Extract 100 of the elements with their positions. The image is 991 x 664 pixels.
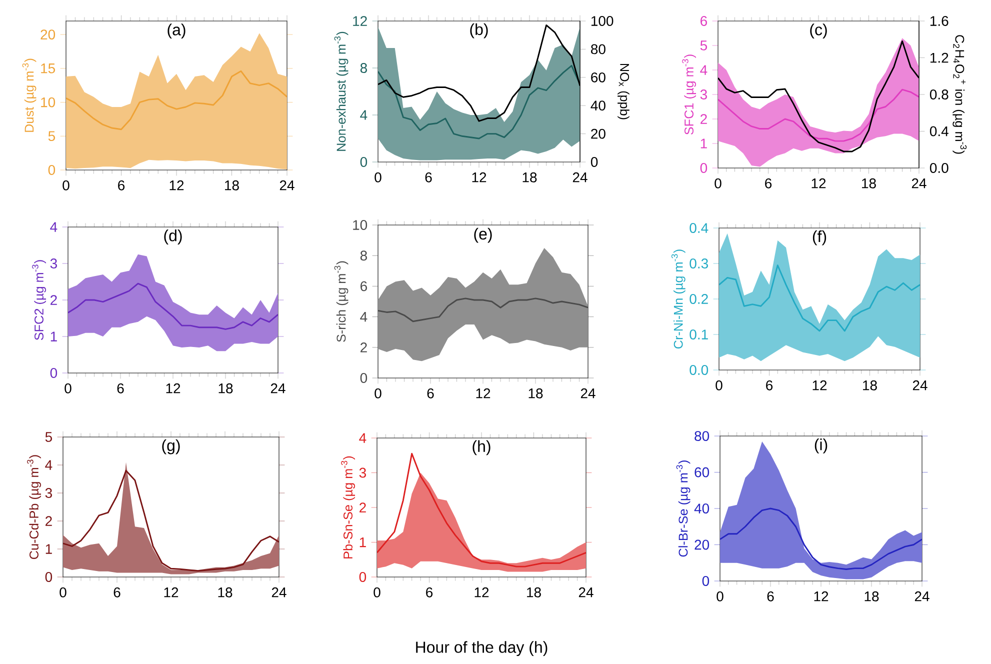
y-tick-label: 80 (694, 431, 710, 441)
line-series (719, 264, 920, 332)
y2-tick-label: 0 (590, 157, 598, 167)
x-tick-label: 18 (864, 591, 879, 602)
text: C$_{2}$H$_{4}$O$_{2}$$^{+}$ ion (µg m$^{-3}$) (952, 35, 967, 154)
y2-tick-label: 40 (590, 100, 606, 111)
x-tick-label: 24 (572, 172, 588, 182)
chart-title: (d) (164, 230, 182, 244)
y-axis-title: S-rich (µg m$^{-3}$) (334, 261, 348, 342)
x-tick-label: 0 (374, 587, 380, 598)
x-tick-label: 6 (427, 388, 434, 398)
x-tick-label: 6 (426, 587, 433, 598)
y-tick-label: 4 (360, 312, 368, 322)
y-axis-title: Pb-Sn-Se (µg m$^{-3}$) (341, 456, 356, 558)
y-tick-label: 5 (45, 432, 52, 442)
x-tick-label: 18 (863, 380, 877, 390)
y-tick-label: 0 (702, 576, 710, 586)
x-tick-label: 24 (580, 388, 596, 398)
x-tick-label: 24 (578, 587, 594, 598)
y-tick-label: 0 (359, 572, 366, 582)
y-tick-label: 15 (41, 64, 56, 74)
x-axis-title: Hour of the day (h) (416, 641, 548, 656)
y-axis-title: Dust (µg m$^{-3}$) (22, 58, 36, 132)
y-tick-label: 20 (40, 30, 56, 40)
x-tick-label: 18 (218, 383, 233, 394)
x-tick-label: 18 (522, 172, 537, 182)
y-tick-label: 6 (700, 16, 707, 26)
y-tick-label: 0 (360, 373, 368, 383)
y-tick-label: 12 (353, 16, 367, 26)
x-tick-label: 6 (425, 172, 432, 182)
chart-title: (f) (812, 230, 826, 246)
y2-tick-label: 100 (591, 16, 614, 26)
y-tick-label: 1 (46, 544, 52, 554)
y-tick-label: 4 (359, 433, 366, 443)
y-axis-title: SFC2 (µg m$^{-3}$) (32, 260, 46, 340)
y-tick-label: 10 (41, 97, 56, 108)
y2-tick-label: 80 (591, 44, 606, 54)
y-tick-label: 0.0 (690, 365, 708, 375)
y2-tick-label: 60 (591, 72, 606, 82)
y-tick-label: 4 (700, 65, 708, 75)
y-tick-label: 4 (45, 460, 52, 470)
x-tick-label: 0 (716, 591, 724, 602)
x-tick-label: 24 (272, 587, 286, 598)
x-tick-label: 18 (527, 587, 541, 598)
y-tick-label: 3 (359, 468, 366, 478)
x-tick-label: 6 (767, 591, 774, 602)
y-axis-title: Cr-Ni-Mn (µg m$^{-3}$) (671, 250, 686, 348)
y-tick-label: 8 (360, 250, 367, 261)
x-tick-label: 0 (64, 383, 72, 394)
x-tick-label: 12 (166, 383, 180, 394)
y2-axis-title: NO$_{x}$ (ppb) (618, 64, 630, 120)
x-tick-label: 0 (60, 587, 66, 598)
chart-title: (h) (472, 440, 490, 456)
x-tick-label: 12 (474, 587, 489, 598)
y-tick-label: 2 (360, 342, 367, 352)
x-tick-label: 12 (814, 591, 828, 602)
y2-tick-label: 1.2 (930, 52, 948, 63)
y-tick-label: 0 (360, 157, 368, 167)
x-tick-label: 6 (117, 383, 124, 394)
x-tick-label: 24 (912, 380, 928, 390)
y-tick-label: 2 (46, 516, 52, 526)
y-axis-title: SFC1 (µg m$^{-3}$) (682, 54, 696, 135)
y-tick-label: 10 (353, 220, 368, 230)
line-series (66, 70, 287, 130)
y-axis-title: Non-exhaust (µg m$^{-3}$) (334, 32, 348, 151)
x-tick-label: 12 (812, 178, 826, 188)
y-tick-label: 5 (48, 131, 56, 142)
y-tick-label: 3 (700, 90, 707, 100)
x-tick-label: 0 (716, 380, 722, 390)
y-tick-label: 0.1 (690, 330, 708, 340)
x-tick-label: 12 (476, 388, 490, 398)
y-tick-label: 0 (48, 165, 56, 175)
x-tick-label: 12 (170, 180, 184, 190)
y-tick-label: 0 (700, 163, 708, 173)
y2-tick-label: 0.0 (930, 163, 948, 173)
y-tick-label: 3 (45, 488, 52, 498)
y-tick-label: 0.2 (690, 294, 708, 304)
y-tick-label: 20 (694, 540, 710, 550)
y-tick-label: 2 (50, 295, 57, 305)
y-tick-label: 0 (45, 572, 52, 582)
y-tick-label: 0.3 (690, 258, 708, 268)
y2-tick-label: 20 (591, 128, 606, 139)
chart-title: (g) (162, 439, 180, 454)
x-tick-label: 6 (765, 178, 772, 188)
x-tick-label: 0 (374, 388, 382, 398)
y-tick-label: 3 (50, 258, 57, 268)
x-tick-label: 12 (164, 587, 178, 598)
y-tick-label: 2 (360, 502, 366, 512)
x-tick-label: 24 (270, 383, 286, 394)
x-tick-label: 12 (812, 380, 827, 390)
chart-title: (b) (470, 23, 488, 38)
y-tick-label: 1 (700, 138, 707, 148)
x-tick-label: 18 (225, 180, 239, 190)
x-tick-label: 0 (714, 178, 722, 188)
y-tick-label: 2 (700, 114, 707, 124)
y2-tick-label: 0.4 (930, 126, 948, 136)
y2-tick-label: 0.8 (930, 90, 948, 100)
y-tick-label: 1 (50, 332, 57, 342)
x-tick-label: 18 (862, 178, 876, 188)
x-tick-label: 0 (62, 180, 70, 190)
